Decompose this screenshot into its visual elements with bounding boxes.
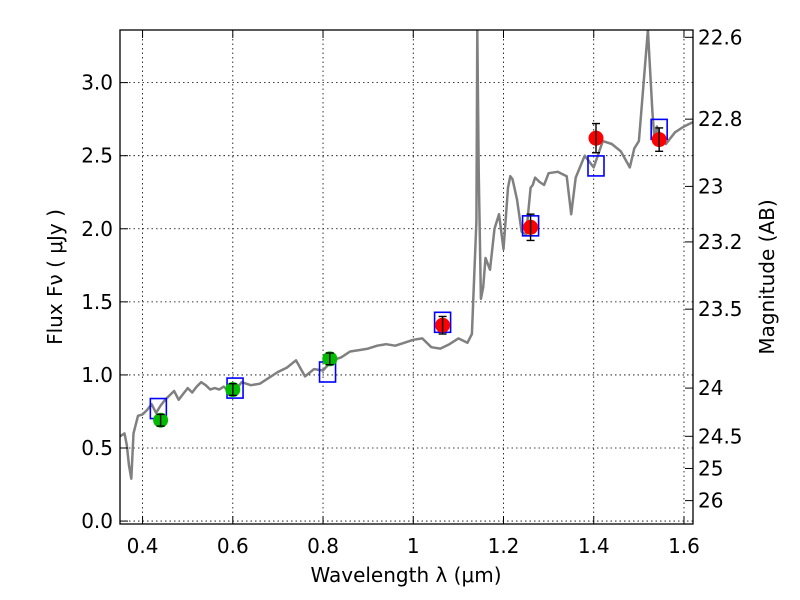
plot-frame bbox=[119, 29, 694, 525]
y-tick-label: 3.0 bbox=[81, 71, 113, 95]
x-tick-label: 1.6 bbox=[668, 534, 700, 558]
y-axis-title: Flux Fν ( μJy ) bbox=[43, 209, 67, 345]
y-tick-label: 1.0 bbox=[81, 363, 113, 387]
right-tick-label: 24 bbox=[698, 376, 723, 400]
right-tick-label: 24.5 bbox=[698, 424, 743, 448]
x-tick-label: 0.8 bbox=[307, 534, 339, 558]
x-tick-label: 1 bbox=[407, 534, 420, 558]
y-tick-label: 0.0 bbox=[81, 509, 113, 533]
y-tick-label: 1.5 bbox=[81, 290, 113, 314]
x-tick-label: 1.2 bbox=[488, 534, 520, 558]
plot-area bbox=[120, 30, 693, 480]
x-tick-label: 0.6 bbox=[217, 534, 249, 558]
right-tick-label: 22.6 bbox=[698, 25, 743, 49]
axis-ticks: 0.4 0.6 0.8 1 1.2 1.4 1.6 0.0 0.5 1.0 1.5 2.0 2.5 3.0… bbox=[81, 25, 742, 558]
right-tick-label: 25 bbox=[698, 456, 723, 480]
x-axis-title: Wavelength λ (μm) bbox=[310, 563, 501, 587]
series-group bbox=[120, 30, 693, 480]
model-photometry-square bbox=[587, 155, 605, 177]
y-tick-label: 0.5 bbox=[81, 436, 113, 460]
right-tick-label: 23 bbox=[698, 174, 723, 198]
right-tick-label: 22.8 bbox=[698, 107, 743, 131]
right-tick-label: 23.5 bbox=[698, 297, 743, 321]
grid bbox=[120, 30, 693, 524]
y-tick-label: 2.0 bbox=[81, 217, 113, 241]
y-tick-label: 2.5 bbox=[81, 144, 113, 168]
right-axis-title: Magnitude (AB) bbox=[755, 199, 779, 354]
x-tick-label: 0.4 bbox=[127, 534, 159, 558]
sed-model-line bbox=[120, 30, 693, 480]
right-tick-label: 23.2 bbox=[698, 230, 743, 254]
x-tick-label: 1.4 bbox=[578, 534, 610, 558]
right-tick-label: 26 bbox=[698, 489, 723, 513]
